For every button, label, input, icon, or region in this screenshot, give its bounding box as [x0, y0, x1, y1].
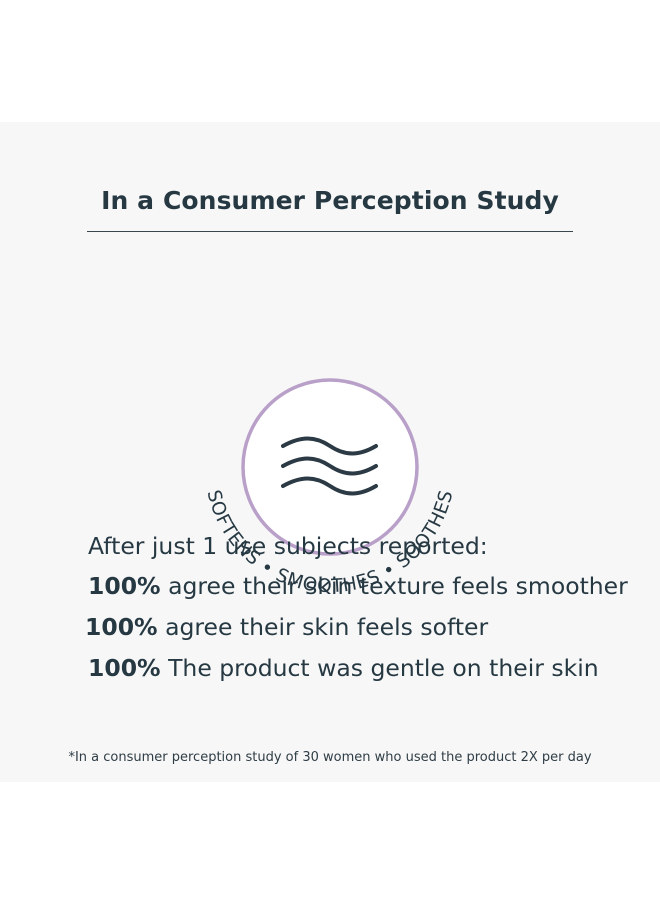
stat-text: agree their skin feels softer: [158, 613, 489, 641]
page-title: In a Consumer Perception Study: [0, 186, 660, 215]
stat-value: 100%: [85, 613, 158, 641]
stat-value: 100%: [88, 654, 161, 682]
stat-text: agree their skin texture feels smoother: [161, 572, 628, 600]
stat-line: 100% The product was gentle on their ski…: [88, 654, 599, 682]
title-divider: [87, 231, 573, 232]
study-panel: In a Consumer Perception Study SOFTENS •…: [0, 122, 660, 782]
intro-text: After just 1 use subjects reported:: [88, 532, 488, 560]
benefits-badge: SOFTENS • SMOOTHES • SOOTHES: [180, 282, 480, 622]
stat-line: 100% agree their skin feels softer: [85, 613, 488, 641]
stat-value: 100%: [88, 572, 161, 600]
stat-text: The product was gentle on their skin: [161, 654, 599, 682]
footnote: *In a consumer perception study of 30 wo…: [0, 750, 660, 765]
stat-line: 100% agree their skin texture feels smoo…: [88, 572, 628, 600]
